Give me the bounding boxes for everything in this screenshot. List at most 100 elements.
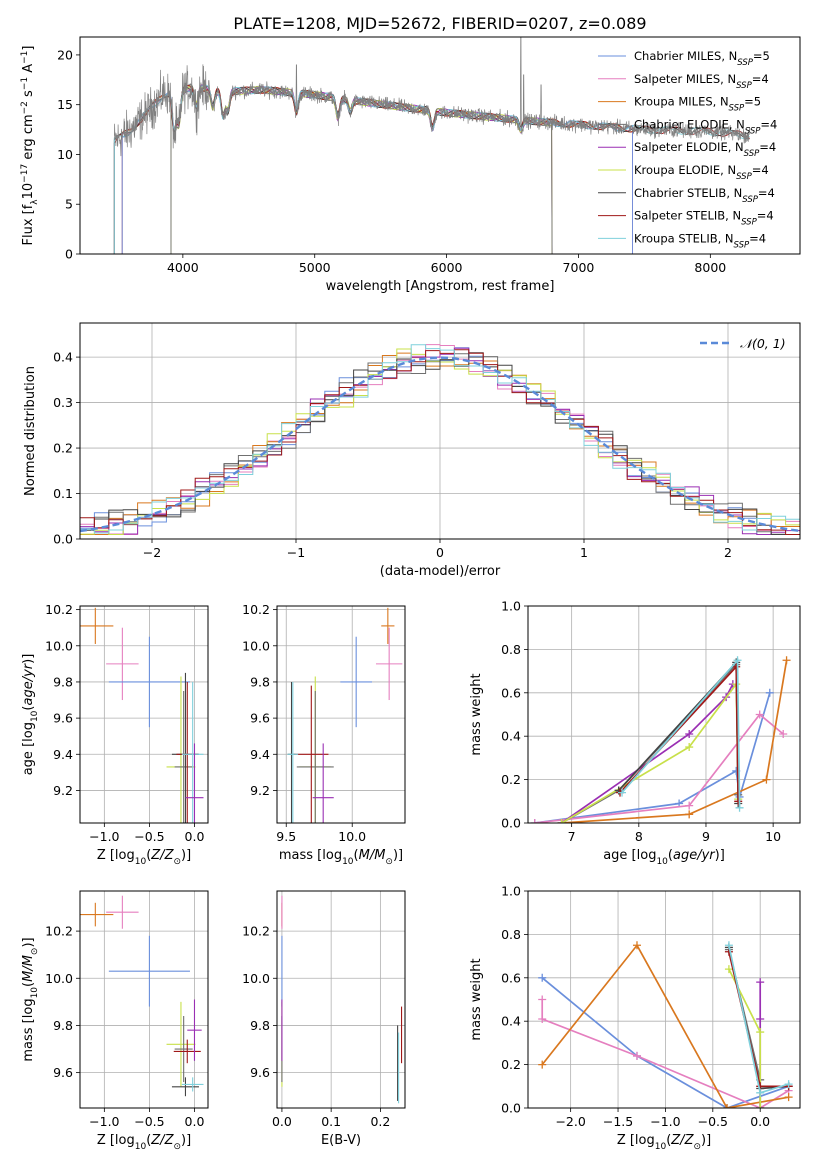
y-axis-label: mass weight (469, 673, 484, 755)
plus-marker (723, 1104, 732, 1108)
x-tick-label: −1.5 (603, 1114, 633, 1129)
label-part: wavelength [Angstrom, rest frame] (326, 279, 555, 294)
plus-marker (756, 978, 765, 987)
legend-subscript: SSP (736, 81, 752, 91)
x-tick-label: 0.0 (750, 1114, 770, 1129)
label-part: ( (354, 848, 359, 863)
x-tick-label: −2.0 (555, 1114, 585, 1129)
label-part: ( (668, 848, 673, 863)
y-axis-label: mass [log10(M/M⊙)] (21, 937, 40, 1061)
plus-marker (735, 803, 744, 812)
label-part: ] (21, 46, 36, 51)
y-tick-label: 9.8 (53, 1018, 73, 1033)
errorbar-point (171, 1077, 199, 1097)
legend-label: Chabrier ELODIE, NSSP=4 (634, 117, 777, 136)
y-tick-label: 0.2 (501, 1057, 521, 1072)
observed-spectrum-line (113, 37, 751, 157)
label-part: −2 (20, 101, 30, 114)
plot-area (277, 606, 405, 823)
legend-label: Kroupa STELIB, NSSP=4 (634, 231, 766, 250)
errorbar-point (174, 1016, 193, 1083)
plot-area (80, 891, 208, 1108)
errorbar-point (106, 895, 139, 929)
mass-weight-line (541, 943, 789, 1108)
label-part: M/M (359, 848, 386, 863)
plot-area (528, 891, 800, 1108)
x-axis-label: E(B-V) (321, 1133, 361, 1148)
x-tick-label: 0.0 (185, 1114, 205, 1129)
label-part: ⊙ (385, 857, 393, 867)
label-part: Z [log (617, 1133, 655, 1148)
y-tick-label: 0.4 (501, 1014, 521, 1029)
legend-label: Salpeter MILES, NSSP=4 (634, 72, 769, 91)
y-tick-label: 9.8 (250, 1018, 270, 1033)
legend-model-name: Kroupa ELODIE, N (634, 163, 736, 177)
errorbar-point (381, 607, 395, 644)
plus-marker (732, 662, 741, 671)
y-tick-label: 0.8 (501, 642, 521, 657)
y-tick-label: 10.0 (242, 638, 270, 653)
histogram-series (80, 347, 800, 535)
y-tick-label: 10.2 (242, 924, 270, 939)
legend-subscript: SSP (745, 126, 761, 136)
y-tick-label: 20 (57, 47, 73, 62)
label-part: age [log (21, 722, 36, 775)
x-tick-label: 0 (436, 545, 444, 560)
label-part: s (21, 90, 36, 101)
mass-weight-line (534, 713, 784, 823)
histogram-series (80, 344, 800, 534)
label-part: mass weight (469, 958, 484, 1040)
x-tick-label: −0.5 (134, 829, 164, 844)
plus-marker (724, 941, 733, 950)
x-tick-label: −0.5 (134, 1114, 164, 1129)
label-part: 10 (30, 987, 40, 999)
legend-model-name: Chabrier STELIB, N (634, 186, 742, 200)
x-tick-label: 9 (702, 829, 710, 844)
x-tick-label: −1.0 (650, 1114, 680, 1129)
plus-marker (765, 688, 774, 697)
plus-marker (756, 1088, 765, 1097)
y-tick-label: 10.0 (45, 971, 73, 986)
normal-curve (80, 356, 800, 533)
mass-weight-line (619, 664, 740, 802)
x-axis-label: Z [log10(Z/Z⊙)] (97, 848, 191, 867)
legend-label: Chabrier STELIB, NSSP=4 (634, 186, 775, 205)
label-part: ⊙ (173, 857, 181, 867)
y-tick-label: 0 (65, 247, 73, 262)
y-tick-label: 0.0 (501, 816, 521, 831)
errorbar-point (287, 681, 299, 823)
label-part: 10 (342, 857, 354, 867)
panel-age_vs_Z: −1.0 −0.5 0.09.29.49.69.810.010.2Z [log10(… (21, 602, 209, 867)
label-part: ⊙ (30, 948, 40, 956)
plus-marker (756, 1028, 765, 1037)
label-part: 10 (655, 1142, 667, 1152)
x-tick-label: 7000 (563, 260, 595, 275)
label-part: )] (393, 848, 403, 863)
axes-frame (79, 36, 801, 255)
plus-marker (538, 995, 547, 1004)
legend-label: 𝒩(0, 1) (740, 336, 786, 351)
plus-marker (685, 801, 694, 810)
y-tick-label: 10.0 (242, 971, 270, 986)
legend-label: Kroupa MILES, NSSP=5 (634, 95, 761, 114)
y-tick-label: 9.4 (53, 747, 73, 762)
plot-area (80, 323, 800, 539)
axes-frame (79, 890, 209, 1109)
panel-spectrum: 4000 5000 6000 7000 8000 0 5 10 15 20 wavelength [… (20, 36, 801, 294)
label-part: Flux [f (21, 204, 36, 245)
y-tick-label: 15 (57, 97, 73, 112)
plus-marker (733, 656, 742, 665)
y-tick-label: 10.2 (45, 924, 73, 939)
label-part: )] (21, 937, 36, 947)
plus-marker (618, 788, 627, 797)
x-tick-label: 7 (568, 829, 576, 844)
label-part: 10 (30, 710, 40, 722)
x-tick-label: 0.2 (370, 1114, 390, 1129)
legend-label: Salpeter STELIB, NSSP=4 (634, 209, 774, 228)
legend-count: =4 (752, 72, 769, 86)
label-part: −17 (20, 164, 30, 183)
label-part: erg cm (21, 114, 36, 163)
legend-model-name: Salpeter MILES, N (634, 72, 736, 86)
